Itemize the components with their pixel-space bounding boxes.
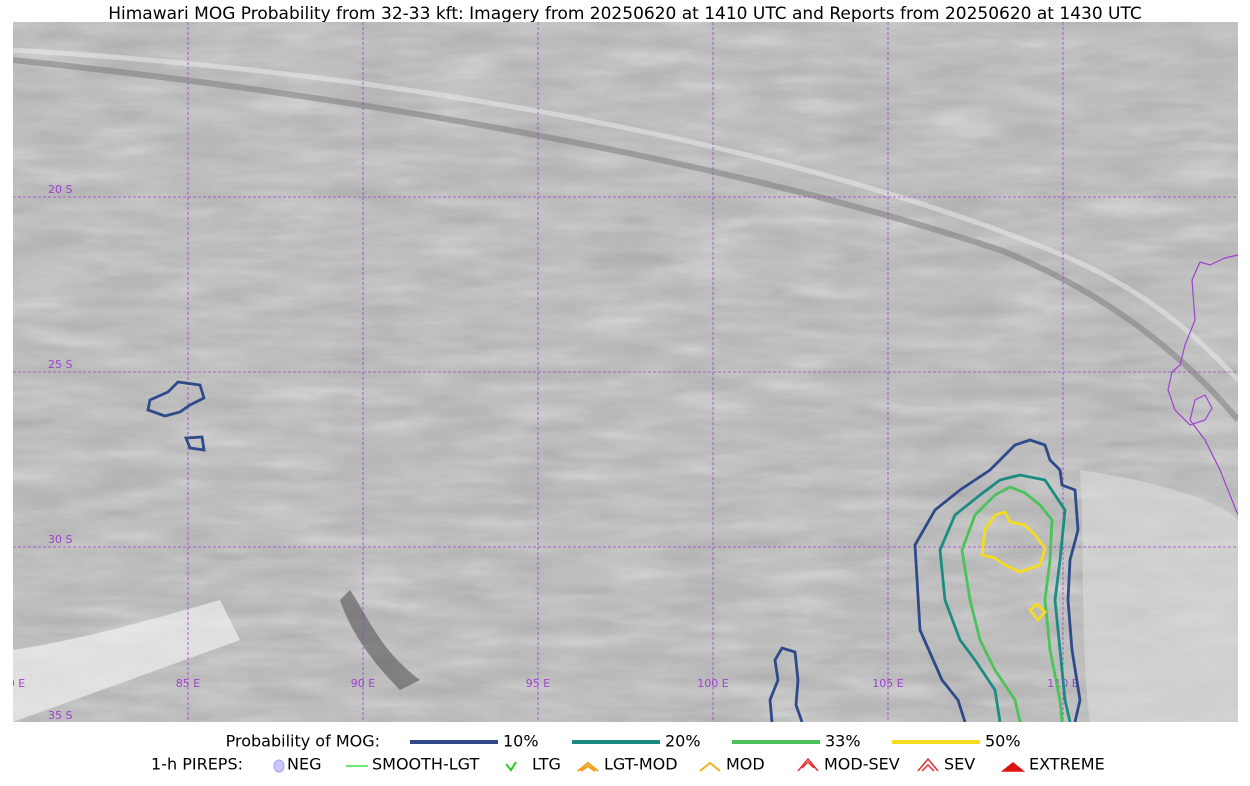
satellite-map: 20 S 25 S 30 S 35 S 80 E 85 E 90 E 95 E …: [1, 22, 1238, 722]
title: Himawari MOG Probability from 32-33 kft:…: [108, 4, 1142, 24]
legend-label: EXTREME: [1029, 755, 1105, 774]
lon-label: 105 E: [872, 677, 903, 690]
contour-20: [938, 473, 1072, 722]
legend-icon: [1000, 762, 1026, 772]
legend-label: 50%: [985, 732, 1021, 751]
legend-label: SMOOTH-LGT: [372, 755, 479, 774]
lat-label: 25 S: [48, 358, 72, 371]
legend-icon: [577, 761, 599, 772]
legend-label: SEV: [944, 755, 975, 774]
legend-icon: [505, 761, 517, 772]
contour-10: [146, 380, 206, 452]
legend-title: Probability of MOG:: [226, 732, 380, 751]
contours: [146, 380, 1082, 722]
legend-icon: [797, 757, 819, 772]
cloud-patch: [13, 600, 240, 722]
legend-label: MOD: [726, 755, 765, 774]
contour-10: [913, 438, 1082, 722]
graticule: [13, 22, 1238, 722]
cloud-shadow: [340, 590, 420, 690]
contour-10: [768, 646, 804, 722]
lat-label: 35 S: [48, 709, 72, 722]
lon-label: 95 E: [526, 677, 550, 690]
contour-33: [960, 485, 1064, 722]
lon-label: 85 E: [176, 677, 200, 690]
legend-icon: [273, 759, 285, 773]
coastline: [1167, 254, 1238, 516]
lon-label: 80 E: [1, 677, 25, 690]
cloud-band: [13, 47, 1238, 382]
legend-title: 1-h PIREPS:: [151, 755, 243, 774]
lat-label: 20 S: [48, 183, 72, 196]
lat-label: 30 S: [48, 533, 72, 546]
legend-label: 33%: [825, 732, 861, 751]
legend-label: LTG: [532, 755, 561, 774]
cloud-patch: [1080, 470, 1238, 722]
probability-legend: 10% 20% 33% 50%: [410, 732, 1021, 751]
legend-icon: [917, 757, 939, 772]
lon-label: 100 E: [697, 677, 728, 690]
lon-label: 90 E: [351, 677, 375, 690]
legend-label: MOD-SEV: [824, 755, 900, 774]
contour-50: [980, 510, 1047, 623]
pirep-legend: NEG SMOOTH-LGT LTG LGT-MOD MOD MOD-SEV SEV EXTR…: [273, 755, 1105, 774]
legend-label: LGT-MOD: [604, 755, 678, 774]
legend-label: NEG: [287, 755, 321, 774]
legend-icon: [699, 761, 721, 772]
legend-label: 20%: [665, 732, 701, 751]
legend-label: 10%: [503, 732, 539, 751]
cloud-band: [13, 57, 1238, 422]
